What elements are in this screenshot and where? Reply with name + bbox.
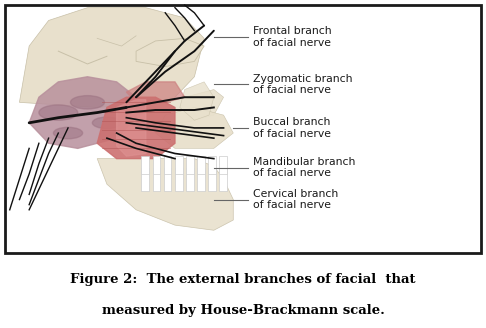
Text: Mandibular branch
of facial nerve: Mandibular branch of facial nerve bbox=[253, 157, 355, 178]
Ellipse shape bbox=[70, 96, 104, 109]
Polygon shape bbox=[180, 82, 214, 120]
Bar bbox=[186, 168, 193, 191]
Polygon shape bbox=[156, 108, 233, 148]
Bar bbox=[164, 156, 172, 174]
Text: Cervical branch
of facial nerve: Cervical branch of facial nerve bbox=[253, 189, 338, 210]
Polygon shape bbox=[97, 159, 233, 230]
Polygon shape bbox=[136, 90, 224, 123]
Polygon shape bbox=[29, 77, 136, 148]
Polygon shape bbox=[19, 8, 204, 108]
Bar bbox=[141, 168, 149, 191]
Bar bbox=[153, 156, 160, 174]
Bar bbox=[208, 156, 216, 174]
Text: Frontal branch
of facial nerve: Frontal branch of facial nerve bbox=[253, 26, 331, 48]
Text: measured by House-Brackmann scale.: measured by House-Brackmann scale. bbox=[102, 304, 384, 317]
Bar bbox=[164, 168, 172, 191]
Polygon shape bbox=[126, 82, 185, 102]
Text: Zygomatic branch
of facial nerve: Zygomatic branch of facial nerve bbox=[253, 73, 352, 95]
Ellipse shape bbox=[39, 105, 78, 120]
Bar bbox=[208, 168, 216, 191]
Bar bbox=[197, 156, 205, 174]
Bar bbox=[219, 156, 227, 174]
Ellipse shape bbox=[92, 117, 122, 129]
Bar bbox=[175, 156, 183, 174]
Text: Buccal branch
of facial nerve: Buccal branch of facial nerve bbox=[253, 117, 330, 139]
Bar bbox=[186, 156, 193, 174]
Bar bbox=[175, 168, 183, 191]
Bar bbox=[153, 168, 160, 191]
Bar bbox=[219, 168, 227, 191]
Polygon shape bbox=[97, 97, 175, 159]
Text: Figure 2:  The external branches of facial  that: Figure 2: The external branches of facia… bbox=[70, 273, 416, 286]
Bar bbox=[141, 156, 149, 174]
Ellipse shape bbox=[126, 100, 146, 115]
Ellipse shape bbox=[53, 127, 83, 139]
Polygon shape bbox=[117, 100, 146, 156]
Polygon shape bbox=[136, 38, 204, 67]
Bar bbox=[197, 168, 205, 191]
